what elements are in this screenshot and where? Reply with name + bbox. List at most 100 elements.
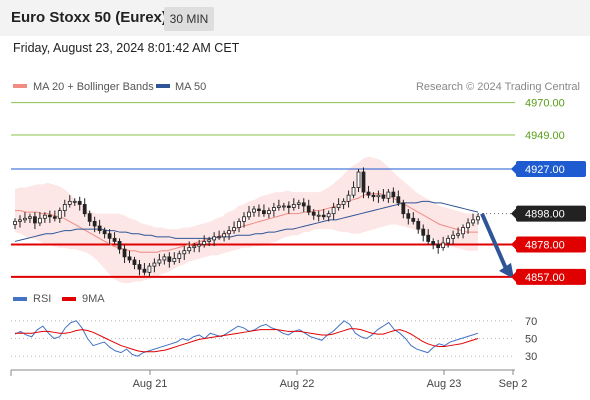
candle-body [247, 211, 251, 218]
candle-body [461, 227, 465, 235]
candle [172, 252, 177, 265]
candle-body [391, 191, 396, 198]
candle [237, 218, 241, 233]
candle [197, 239, 202, 253]
candle [351, 181, 356, 199]
candle [222, 230, 226, 242]
candle [396, 190, 401, 206]
price-tag-bg-4927.00 [516, 160, 586, 177]
candle-body [267, 210, 271, 215]
candle [72, 198, 77, 206]
candle-body [321, 214, 326, 218]
candle [38, 212, 42, 227]
candle-body [351, 187, 356, 196]
candle [152, 258, 157, 273]
candle-body [466, 222, 470, 228]
x-label-Aug-21: Aug 21 [133, 378, 168, 390]
candle-body [212, 236, 217, 241]
candle-body [286, 205, 291, 208]
candle-body [296, 202, 301, 205]
candle-body [102, 230, 107, 235]
candle-body [82, 204, 87, 215]
candle [416, 218, 421, 234]
candle-body [411, 217, 416, 222]
candle-body [18, 219, 22, 222]
time-axis: Aug 21 Aug 22 Aug 23 Sep 2 [10, 369, 528, 390]
price-tag-pointer-4927.00 [511, 163, 516, 174]
candle [311, 209, 316, 220]
candle [381, 189, 386, 202]
rsi-9ma-line [15, 328, 479, 353]
candle-body [177, 253, 182, 259]
candle-body [38, 217, 42, 224]
candle-body [386, 191, 391, 199]
ma50-legend-label: MA 50 [175, 81, 206, 93]
chart-header: Euro Stoxx 50 (Eurex) 30 MIN [0, 0, 590, 36]
candle-body [197, 244, 202, 247]
candle [187, 241, 192, 254]
candle [62, 199, 67, 217]
candle-body [232, 227, 236, 232]
credit-text: Research © 2024 Trading Central [416, 81, 580, 93]
candle [326, 210, 331, 222]
candle-body [162, 256, 167, 261]
candle [192, 242, 197, 253]
candle [147, 263, 152, 277]
candle-body [87, 213, 92, 222]
candle [162, 253, 167, 265]
timeframe-badge[interactable]: 30 MIN [164, 7, 214, 31]
x-label-Aug-23: Aug 23 [427, 378, 462, 390]
candle-body [217, 236, 222, 239]
candle [47, 210, 52, 223]
candle [132, 256, 137, 270]
price-tag-4898.00: 4898.00 [525, 209, 565, 221]
candle-body [202, 241, 207, 245]
candle [217, 230, 222, 240]
price-tag-4878.00: 4878.00 [525, 240, 565, 252]
candle [406, 209, 411, 225]
candle [207, 236, 212, 247]
level-lines [11, 102, 515, 278]
candle-body [371, 194, 376, 198]
candle-body [262, 210, 266, 215]
rsi-tick-50: 50 [525, 334, 537, 346]
ma50-line [14, 200, 479, 242]
rsi-legend-swatch [13, 297, 27, 301]
candle [82, 198, 87, 217]
candle [177, 250, 182, 264]
candle [157, 253, 162, 267]
candle [346, 190, 351, 208]
candle-body [117, 241, 122, 250]
candle-body [311, 211, 316, 216]
candle-body [67, 200, 72, 205]
candle [182, 246, 187, 260]
candle [366, 185, 371, 199]
candle [306, 199, 311, 216]
candle [461, 224, 465, 239]
candle-body [341, 200, 346, 205]
candle [436, 239, 441, 254]
candle-body [42, 214, 47, 219]
candle-body [242, 216, 246, 222]
candle [336, 198, 341, 211]
candle-body [172, 258, 177, 262]
rsi-panel: 70 50 30 [11, 316, 537, 363]
candle-body [13, 220, 17, 225]
candle [247, 205, 251, 220]
price-axis-labels: 4970.00 4949.00 4927.00 4898.00 4878.00 4857.… [511, 98, 586, 285]
candle-body [276, 205, 281, 208]
candle [411, 212, 416, 225]
candlesticks [13, 167, 480, 277]
candle-body [366, 191, 371, 196]
candle-body [142, 268, 147, 273]
x-label-Sep-2: Sep 2 [499, 378, 528, 390]
candle [371, 192, 376, 202]
candle-body [112, 237, 117, 242]
candle-body [107, 233, 112, 239]
candle-body [52, 216, 57, 219]
candle-body [97, 225, 102, 232]
candle [271, 202, 276, 217]
candle-body [336, 204, 341, 208]
candle [426, 229, 431, 245]
